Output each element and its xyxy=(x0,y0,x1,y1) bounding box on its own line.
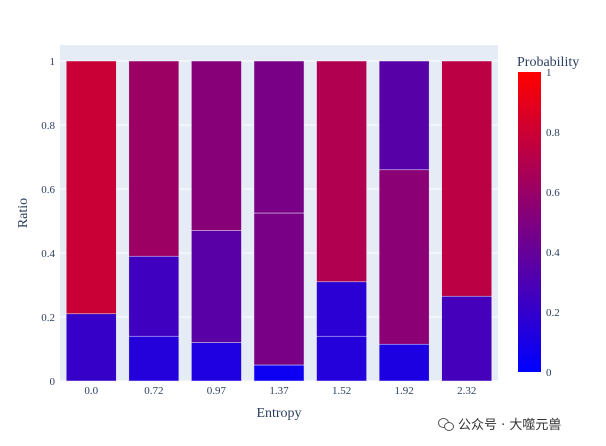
watermark-text: 公众号 · 大噬元兽 xyxy=(458,418,562,433)
bar-segment xyxy=(253,364,305,382)
y-tick-label: 0.6 xyxy=(41,184,55,196)
bar-segment xyxy=(378,169,430,345)
bar-segment xyxy=(128,255,180,337)
bar-segment xyxy=(378,343,430,382)
y-tick-label: 0 xyxy=(50,376,56,388)
colorbar-tick-label: 0.8 xyxy=(546,127,560,139)
y-axis-ticks: 0 0.2 0.4 0.6 0.8 1 xyxy=(41,56,55,388)
colorbar xyxy=(518,72,541,372)
bar-segment xyxy=(316,335,367,382)
bar-segment xyxy=(316,60,367,283)
bar-segment xyxy=(191,60,242,231)
bar-segment xyxy=(66,313,117,382)
y-tick-label: 0.8 xyxy=(41,120,55,132)
x-tick-label: 1.37 xyxy=(269,385,289,397)
x-tick-label: 1.52 xyxy=(332,385,351,397)
y-tick-label: 1 xyxy=(50,56,56,68)
bar-segment xyxy=(441,295,492,382)
y-tick-label: 0.2 xyxy=(41,312,55,324)
bar-segment xyxy=(316,281,367,337)
bar-segment xyxy=(66,60,117,315)
colorbar-title: Probability xyxy=(517,55,579,70)
y-tick-label: 0.4 xyxy=(41,248,55,260)
bar-segment xyxy=(253,212,305,366)
x-tick-label: 0.0 xyxy=(84,385,98,397)
colorbar-ticks: 0 0.2 0.4 0.6 0.8 1 xyxy=(546,67,560,379)
colorbar-tick-label: 1 xyxy=(546,67,552,79)
bar-segment xyxy=(128,60,180,257)
bar-segment xyxy=(191,342,242,382)
x-tick-label: 0.72 xyxy=(144,385,163,397)
x-tick-label: 0.97 xyxy=(207,385,227,397)
x-tick-label: 1.92 xyxy=(395,385,414,397)
bar-segment xyxy=(378,60,430,171)
colorbar-tick-label: 0.6 xyxy=(546,187,560,199)
x-axis-ticks: 0.0 0.72 0.97 1.37 1.52 1.92 2.32 xyxy=(84,385,476,397)
watermark: 公众号 · 大噬元兽 xyxy=(438,414,561,433)
bar-segment xyxy=(441,60,492,297)
x-axis-title: Entropy xyxy=(256,406,301,421)
y-axis-title: Ratio xyxy=(16,198,31,228)
bar-segment xyxy=(128,335,180,382)
colorbar-tick-label: 0.4 xyxy=(546,247,560,259)
wechat-icon xyxy=(438,417,454,431)
x-tick-label: 2.32 xyxy=(457,385,476,397)
bars xyxy=(66,60,492,382)
bar-segment xyxy=(191,230,242,343)
bar-segment xyxy=(253,60,305,214)
colorbar-tick-label: 0 xyxy=(546,367,552,379)
colorbar-tick-label: 0.2 xyxy=(546,307,560,319)
